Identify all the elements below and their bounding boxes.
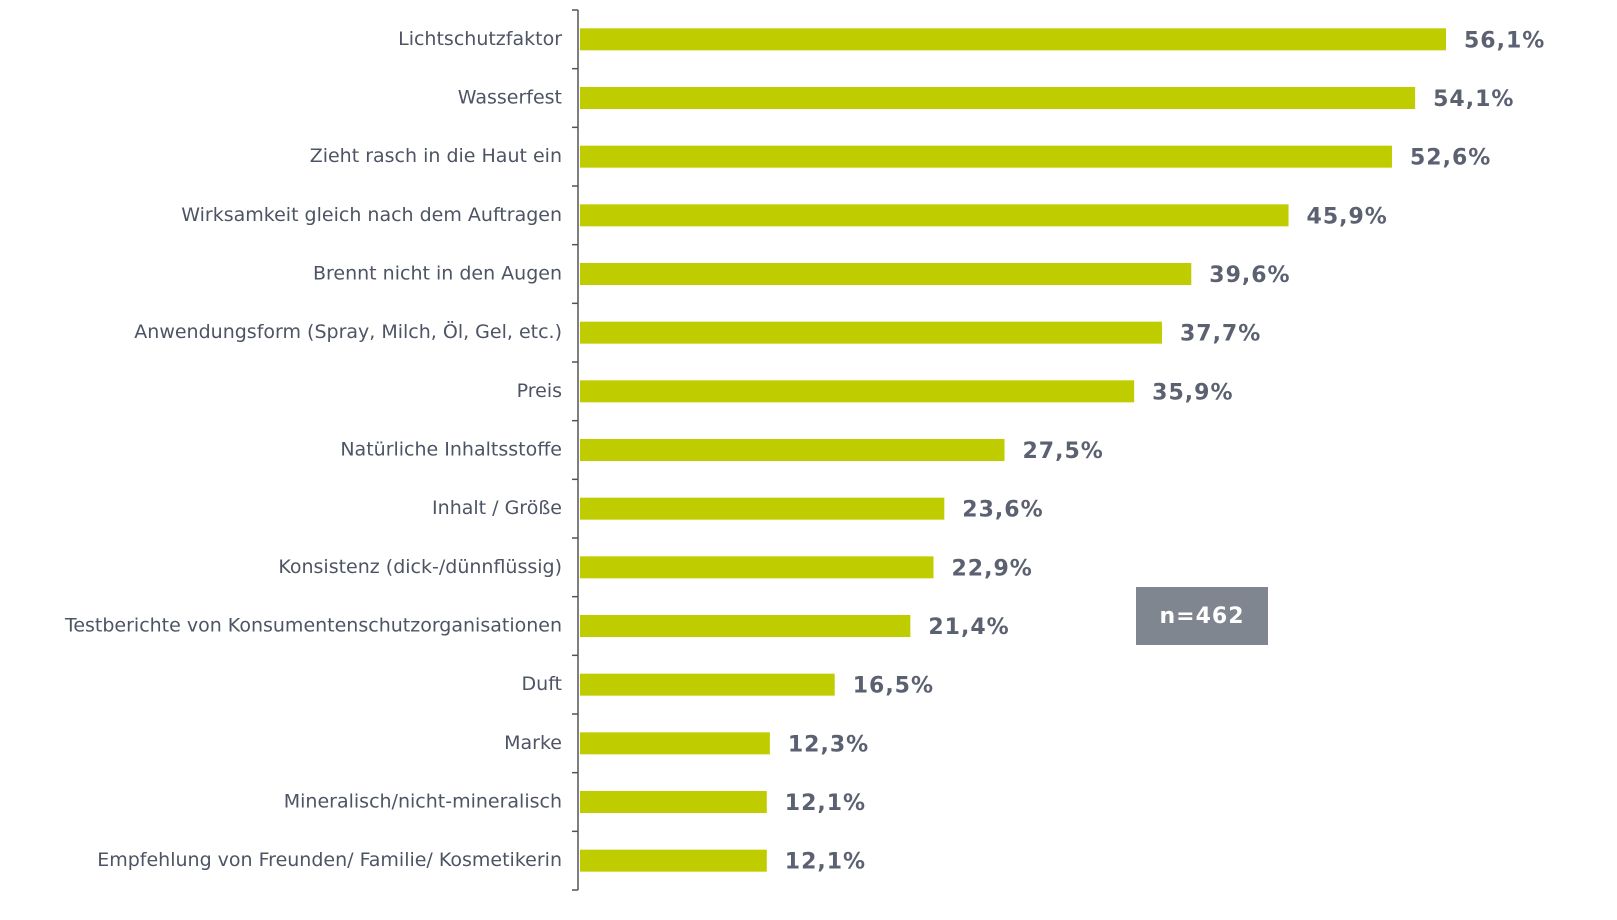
sample-size: n=462 bbox=[1159, 604, 1244, 629]
bar bbox=[580, 497, 945, 520]
value-label: 16,5% bbox=[853, 674, 934, 699]
category-label: Mineralisch/nicht-mineralisch bbox=[284, 791, 562, 813]
category-label: Lichtschutzfaktor bbox=[398, 28, 562, 50]
value-label: 27,5% bbox=[1023, 439, 1104, 464]
bar bbox=[580, 380, 1135, 403]
bar bbox=[580, 204, 1289, 227]
value-label: 12,3% bbox=[788, 732, 869, 757]
bar bbox=[580, 615, 911, 637]
value-label: 52,6% bbox=[1410, 146, 1491, 171]
value-label: 12,1% bbox=[785, 791, 866, 816]
bar bbox=[580, 791, 767, 813]
bar bbox=[580, 849, 767, 872]
value-label: 23,6% bbox=[962, 498, 1043, 523]
bar bbox=[580, 732, 770, 755]
category-label: Wasserfest bbox=[458, 87, 562, 109]
bar bbox=[580, 439, 1005, 461]
category-label: Preis bbox=[517, 380, 562, 402]
bar bbox=[580, 145, 1392, 168]
category-label: Wirksamkeit gleich nach dem Auftragen bbox=[181, 204, 562, 226]
value-label: 22,9% bbox=[952, 556, 1033, 581]
category-label: Inhalt / Größe bbox=[432, 497, 562, 519]
value-label: 54,1% bbox=[1433, 87, 1514, 112]
bar bbox=[580, 321, 1162, 344]
value-label: 21,4% bbox=[928, 615, 1009, 640]
category-label: Empfehlung von Freunden/ Familie/ Kosmet… bbox=[97, 849, 562, 871]
bar bbox=[580, 87, 1416, 109]
value-label: 37,7% bbox=[1180, 322, 1261, 347]
value-label: 12,1% bbox=[785, 850, 866, 875]
category-label: Zieht rasch in die Haut ein bbox=[310, 145, 562, 167]
category-label: Konsistenz (dick-/dünnflüssig) bbox=[278, 556, 562, 578]
category-label: Testberichte von Konsumentenschutzorgani… bbox=[64, 615, 562, 637]
category-label: Duft bbox=[522, 673, 562, 695]
bar bbox=[580, 263, 1192, 285]
category-label: Brennt nicht in den Augen bbox=[313, 263, 562, 285]
category-label: Marke bbox=[504, 732, 562, 754]
category-label: Natürliche Inhaltsstoffe bbox=[340, 439, 562, 461]
sample-size-box bbox=[1136, 587, 1268, 645]
category-label: Anwendungsform (Spray, Milch, Öl, Gel, e… bbox=[134, 320, 562, 343]
bar bbox=[580, 673, 835, 696]
bar bbox=[580, 28, 1446, 51]
value-label: 35,9% bbox=[1152, 380, 1233, 405]
bar bbox=[580, 556, 934, 579]
value-label: 56,1% bbox=[1464, 28, 1545, 53]
value-label: 39,6% bbox=[1209, 263, 1290, 288]
value-label: 45,9% bbox=[1307, 204, 1388, 229]
